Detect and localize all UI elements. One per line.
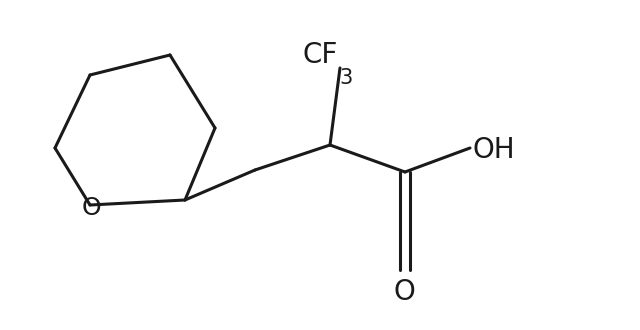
Text: O: O [81, 196, 101, 220]
Text: OH: OH [472, 136, 515, 164]
Text: 3: 3 [339, 68, 353, 88]
Text: O: O [393, 278, 415, 306]
Text: CF: CF [303, 41, 338, 69]
